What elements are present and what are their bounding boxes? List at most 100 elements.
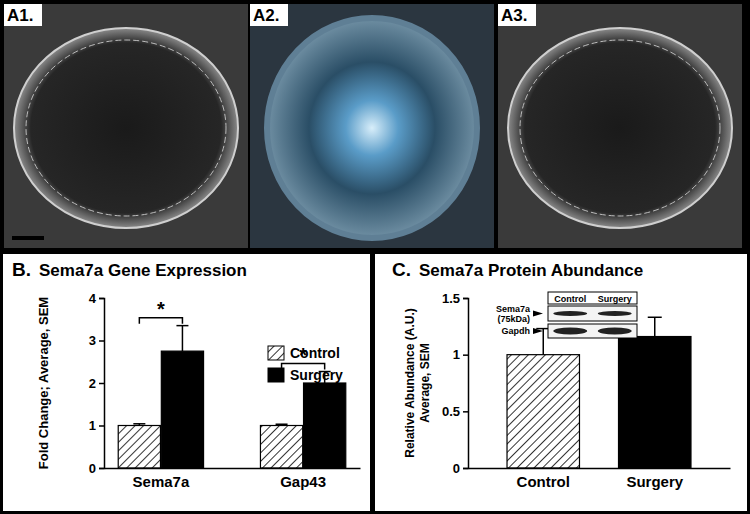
y-axis-title: Fold Change; Average, SEM — [36, 297, 51, 469]
axis-line — [99, 299, 105, 469]
legend: Control Surgery — [268, 345, 343, 383]
error-bar — [648, 317, 662, 336]
axis: 0 0.5 1 1.5 — [442, 291, 469, 476]
axis: 0 1 2 3 4 — [89, 291, 105, 476]
bar — [161, 351, 203, 468]
error-bar — [133, 424, 145, 426]
axis-line — [463, 299, 469, 469]
blot-row-label: Gapdh — [502, 326, 531, 336]
error-stem — [654, 317, 656, 336]
error-cap — [648, 317, 662, 319]
photo: A2. — [250, 4, 494, 248]
photo: A3. — [498, 4, 742, 248]
eye — [267, 18, 477, 238]
tick-label: 2 — [89, 376, 96, 391]
bar — [507, 355, 579, 468]
tick-label: 0 — [89, 461, 96, 476]
tick: Surgery — [626, 468, 683, 490]
tick: Control — [517, 468, 570, 490]
tick: 1.5 — [442, 291, 468, 306]
tick-label: Surgery — [626, 473, 683, 490]
tick-label: Gap43 — [280, 473, 326, 490]
tick-label: 1.5 — [442, 291, 460, 306]
tick-mark — [99, 298, 104, 300]
tick: 0.5 — [442, 404, 468, 419]
vessel-rim — [520, 40, 720, 216]
eye — [508, 28, 732, 228]
error-cap — [176, 325, 188, 327]
photo-background — [4, 4, 248, 248]
panel-label: A2. — [253, 6, 279, 25]
blot-strip — [548, 324, 637, 338]
annotation: * — [157, 298, 165, 320]
blot-arrow — [533, 328, 543, 334]
tick-mark — [463, 411, 468, 413]
axis-line — [105, 468, 361, 470]
blot-band — [598, 328, 632, 335]
tick: Sema7a — [133, 468, 190, 490]
blot-row-label: Sema7a(75kDa) — [496, 304, 531, 324]
tick: 2 — [89, 376, 104, 391]
bar — [118, 426, 160, 469]
error-stem — [543, 329, 545, 355]
bar — [304, 383, 346, 468]
photo-panels: A1. A2. A3. — [2, 2, 749, 251]
tick-mark — [99, 383, 104, 385]
axis: Control Surgery — [469, 468, 731, 490]
bar — [619, 337, 691, 468]
error-cap — [276, 423, 288, 425]
tick-label: 3 — [89, 333, 96, 348]
panel-label-box — [4, 4, 42, 26]
eye — [14, 28, 238, 228]
significance: * — [139, 298, 182, 324]
tick-label: Sema7a — [133, 473, 190, 490]
blot-strip — [548, 306, 637, 321]
tick-label: Control — [517, 473, 570, 490]
tick-mark — [463, 298, 468, 300]
blot-inset: ControlSurgerySema7a(75kDa)Gapdh — [496, 292, 637, 338]
photo-background — [250, 4, 494, 248]
tick: 0 — [453, 461, 468, 476]
axis-line — [469, 468, 731, 470]
legend-label: Surgery — [290, 367, 343, 383]
panel-label-box — [250, 4, 288, 26]
blot-band — [553, 311, 587, 316]
tick: 3 — [89, 333, 104, 348]
figure: A1.A2.A3.B.Sema7a Gene Expression01234Se… — [0, 0, 750, 514]
legend-swatch — [268, 346, 284, 360]
photo-background — [498, 4, 742, 248]
tick-label: 4 — [89, 291, 97, 306]
tick-label: 1 — [453, 347, 460, 362]
tick-mark — [463, 354, 468, 356]
panel-label: A1. — [7, 6, 33, 25]
tick: 1 — [453, 347, 468, 362]
tick-mark — [99, 425, 104, 427]
panel-label-box — [498, 4, 536, 26]
tick: 4 — [89, 291, 104, 306]
error-stem — [182, 326, 184, 352]
legend-label: Control — [290, 345, 340, 361]
legend-swatch — [268, 368, 284, 382]
title: C.Sema7a Protein Abundance — [392, 259, 643, 280]
scale-bar — [12, 236, 44, 240]
panel-frame — [374, 253, 749, 513]
blot-header — [548, 292, 637, 304]
plot-area — [118, 326, 346, 468]
error-bar — [176, 326, 188, 352]
photo: A1. — [4, 4, 248, 248]
blot-column-label: Control — [554, 294, 586, 304]
tick-label: 0 — [453, 461, 460, 476]
photo-frame — [2, 2, 749, 251]
axis: Sema7a Gap43 — [105, 468, 361, 490]
tick-label: 1 — [89, 418, 96, 433]
panel-frame — [2, 253, 372, 513]
tick: Gap43 — [280, 468, 326, 490]
error-cap — [133, 423, 145, 425]
tick-mark — [99, 468, 104, 470]
vessel-rim — [26, 40, 226, 216]
y-axis-title: Relative Abundance (A.U.)Average, SEM — [403, 308, 432, 458]
plot-area — [507, 317, 691, 468]
tick: 1 — [89, 418, 104, 433]
tick-mark — [99, 340, 104, 342]
blot-band — [598, 311, 632, 316]
